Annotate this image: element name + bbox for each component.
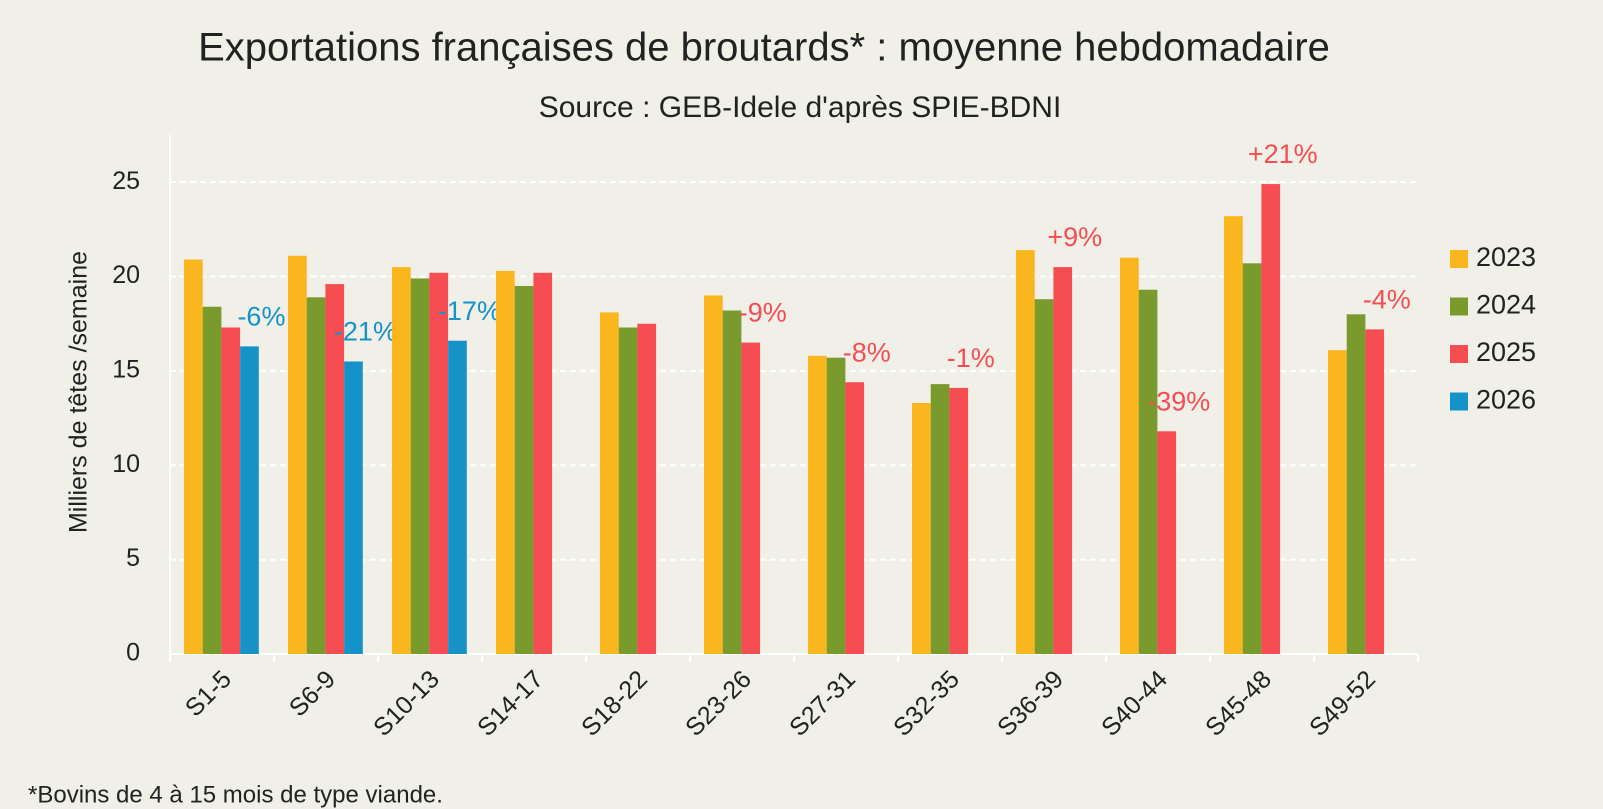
- y-tick-label: 5: [126, 544, 140, 572]
- bar: [600, 312, 619, 654]
- bar: [741, 342, 761, 654]
- bar: [1346, 314, 1366, 654]
- bar: [1157, 431, 1177, 654]
- legend-label: 2024: [1476, 290, 1536, 320]
- legend-swatch: [1450, 297, 1468, 316]
- bar: [221, 327, 241, 654]
- bar: [1053, 267, 1073, 654]
- legend-label: 2026: [1476, 385, 1536, 415]
- bar: [288, 255, 307, 654]
- legend-swatch: [1450, 250, 1468, 268]
- bar: [429, 272, 449, 654]
- bar: [448, 340, 467, 654]
- chart-subtitle: Source : GEB-Idele d'après SPIE-BDNI: [539, 91, 1062, 124]
- annotation: -6%: [237, 301, 285, 331]
- bar: [1224, 216, 1243, 655]
- bar: [240, 346, 259, 654]
- y-tick-label: 25: [112, 167, 140, 195]
- bar: [912, 402, 931, 654]
- bar: [1242, 263, 1262, 654]
- chart-title: Exportations françaises de broutards* : …: [198, 26, 1330, 70]
- bar: [618, 327, 638, 654]
- bar: [722, 310, 742, 654]
- legend-label: 2025: [1476, 337, 1536, 367]
- bar: [637, 323, 657, 654]
- annotation: -9%: [739, 298, 787, 328]
- footnote: *Bovins de 4 à 15 mois de type viande.: [28, 781, 443, 808]
- legend-swatch: [1450, 345, 1468, 363]
- y-tick-label: 0: [126, 639, 140, 667]
- annotation: -1%: [947, 343, 995, 373]
- bar: [1016, 250, 1035, 654]
- bar: [704, 295, 723, 654]
- annotation: -4%: [1363, 285, 1411, 315]
- bar: [1120, 257, 1139, 654]
- bar: [949, 387, 969, 654]
- bar: [845, 382, 865, 654]
- bar: [496, 270, 515, 654]
- bar: [202, 306, 222, 654]
- bar: [344, 361, 363, 654]
- legend-label: 2023: [1476, 242, 1536, 272]
- bar: [1261, 184, 1281, 654]
- bar: [306, 297, 326, 654]
- bar: [184, 259, 203, 654]
- bar: [1328, 350, 1347, 654]
- bar: [392, 267, 411, 654]
- bar: [514, 285, 534, 654]
- annotation: -21%: [334, 317, 397, 347]
- legend-swatch: [1450, 392, 1468, 411]
- bar: [826, 357, 846, 654]
- y-tick-label: 20: [112, 261, 140, 289]
- bar: [533, 272, 553, 654]
- bar: [1138, 289, 1158, 654]
- y-tick-label: 15: [112, 356, 140, 384]
- y-axis-label: Milliers de têtes /semaine: [65, 251, 93, 533]
- bar: [1365, 329, 1385, 654]
- bar: [930, 384, 950, 654]
- bar: [410, 278, 430, 654]
- bar: [808, 355, 827, 654]
- bar: [325, 284, 345, 654]
- annotation: -17%: [438, 296, 501, 326]
- annotation: -8%: [843, 337, 891, 367]
- bar: [1034, 299, 1054, 654]
- annotation: -39%: [1147, 386, 1210, 416]
- y-tick-label: 10: [112, 450, 140, 478]
- annotation: +21%: [1248, 139, 1318, 169]
- annotation: +9%: [1047, 222, 1102, 252]
